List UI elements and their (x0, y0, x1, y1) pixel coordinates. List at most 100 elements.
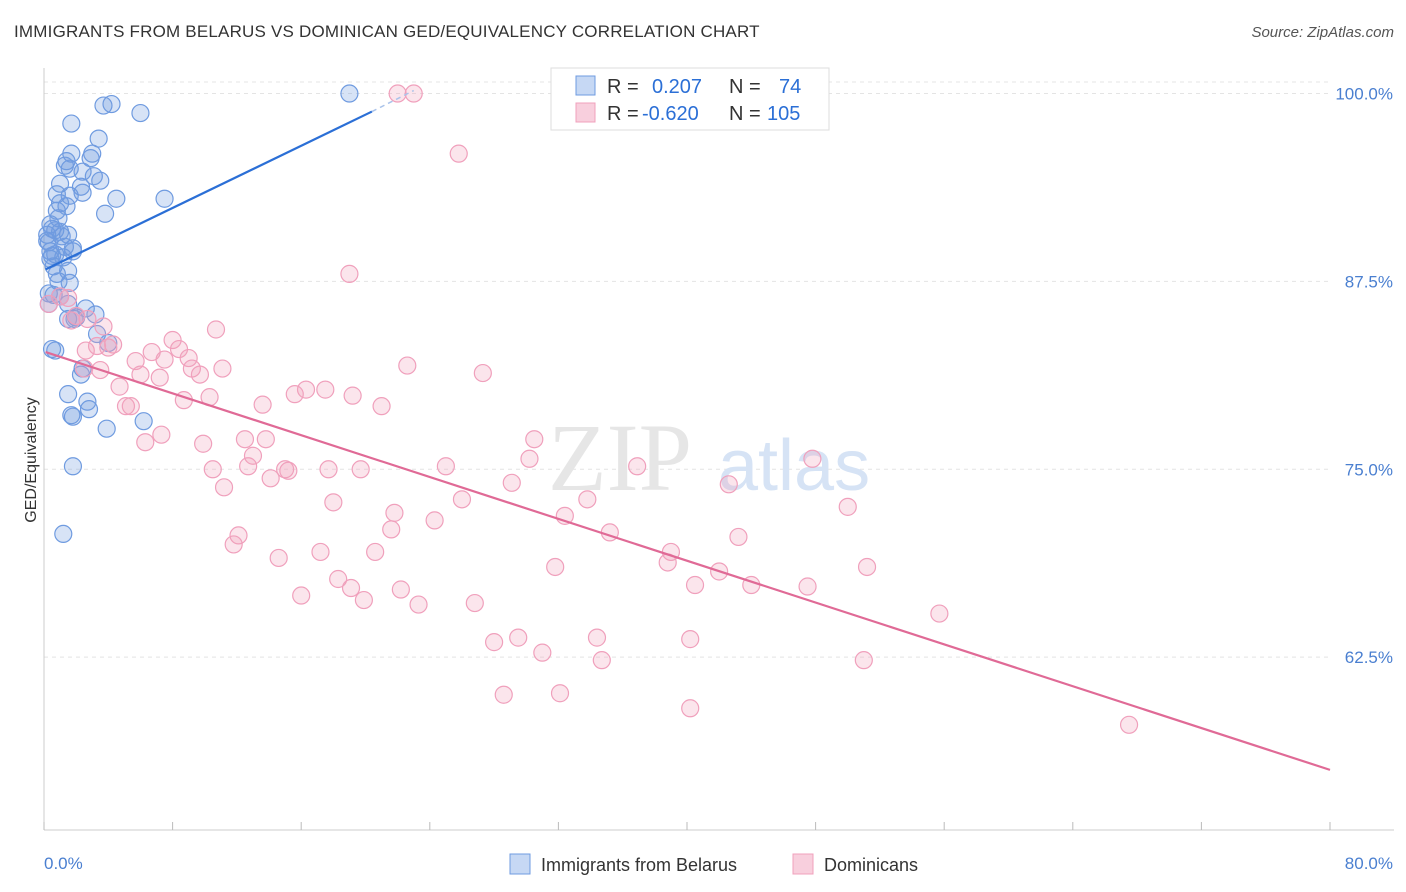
belarus-point-72 (78, 392, 97, 411)
dominican-point-59 (502, 473, 521, 492)
dominican-point-28 (190, 365, 210, 384)
dominican-point-15 (99, 338, 118, 357)
belarus-trend-line (45, 110, 373, 271)
dominican-point-79 (857, 557, 877, 577)
dominican-point-57 (261, 469, 280, 488)
dominican-point-74 (311, 542, 330, 562)
dominican-point-86 (391, 580, 410, 599)
dominican-point-67 (425, 511, 444, 530)
dominican-trend-line (45, 350, 1331, 771)
belarus-point-67 (42, 246, 62, 265)
dominican-point-19 (155, 350, 174, 369)
dominican-point-72 (224, 535, 243, 554)
dominican-point-92 (509, 628, 528, 647)
belarus-point-5 (89, 129, 108, 148)
dominican-point-63 (324, 493, 343, 512)
dominican-point-88 (354, 590, 373, 610)
dominican-point-40 (152, 425, 171, 444)
legend-n-label-dominicans: N = (729, 103, 761, 125)
series-label-belarus: Immigrants from Belarus (541, 855, 737, 875)
dominican-point-52 (319, 460, 338, 479)
dominican-point-104 (94, 317, 113, 336)
dominican-point-61 (452, 490, 472, 509)
belarus-point-73 (57, 197, 76, 216)
belarus-point-15 (50, 174, 70, 193)
dominican-point-31 (316, 380, 335, 399)
belarus-point-43 (60, 273, 79, 293)
dominican-point-87 (292, 586, 311, 605)
legend-n-label-belarus: N = (729, 76, 761, 98)
dominican-point-41 (136, 433, 155, 452)
dominican-point-9 (62, 311, 81, 330)
dominican-point-78 (546, 557, 565, 577)
dominican-point-56 (203, 460, 222, 479)
dominican-point-76 (269, 548, 288, 568)
dominican-point-20 (126, 351, 145, 371)
belarus-point-24 (95, 204, 115, 223)
dominican-point-62 (578, 490, 597, 509)
dominican-point-49 (239, 457, 258, 476)
dominican-point-97 (592, 651, 611, 670)
belarus-point-21 (155, 189, 174, 208)
axes (43, 68, 1394, 831)
dominican-point-60 (719, 475, 738, 494)
dominican-point-3 (340, 264, 359, 283)
dominican-point-37 (121, 397, 140, 416)
dominican-point-25 (473, 363, 492, 383)
belarus-point-62 (134, 412, 153, 431)
dominican-point-94 (587, 628, 607, 647)
belarus-point-20 (107, 189, 126, 208)
dominican-point-45 (194, 434, 213, 453)
y-tick-labels: 62.5% 75.0% 87.5% 100.0% (1335, 85, 1393, 668)
belarus-point-4 (62, 114, 81, 133)
belarus-point-14 (91, 171, 110, 190)
legend-r-label-belarus: R = (607, 76, 639, 98)
dominican-point-6 (59, 288, 78, 308)
dominican-point-2 (449, 144, 468, 163)
dominican-point-101 (681, 699, 700, 718)
dominican-point-17 (76, 341, 95, 360)
dominican-point-1 (404, 84, 423, 103)
dominican-point-65 (385, 503, 404, 522)
dominican-point-27 (150, 368, 169, 387)
dominican-point-70 (229, 526, 248, 545)
dominican-point-58 (214, 478, 234, 497)
y-tick-label-3: 100.0% (1335, 85, 1393, 104)
dominican-point-84 (798, 577, 817, 596)
dominican-point-98 (854, 651, 873, 670)
dominican-point-96 (533, 643, 552, 662)
dominican-point-39 (372, 397, 391, 416)
dominican-point-55 (628, 457, 647, 476)
belarus-point-63 (97, 419, 116, 438)
x-tick-labels: 0.0% 80.0% (44, 854, 1393, 873)
dominican-point-48 (803, 449, 822, 468)
watermark: ZIP atlas (548, 404, 870, 511)
dominican-point-46 (520, 449, 539, 468)
y-tick-label-2: 87.5% (1345, 272, 1393, 291)
legend-n-value-belarus: 74 (779, 76, 801, 98)
dominican-point-99 (494, 685, 513, 704)
dominican-point-33 (343, 386, 362, 405)
y-tick-label-0: 62.5% (1345, 648, 1393, 667)
belarus-point-59 (79, 400, 99, 419)
belarus-point-2 (94, 96, 113, 115)
watermark-zip: ZIP (548, 404, 692, 511)
dominican-point-102 (1119, 715, 1139, 734)
dominican-point-13 (163, 330, 182, 350)
source-label: Source: ZipAtlas.com (1251, 24, 1394, 41)
belarus-trend-extension (371, 89, 415, 113)
dominican-point-81 (329, 569, 348, 589)
dominican-point-43 (256, 430, 275, 449)
dominican-point-54 (436, 457, 455, 476)
legend-swatch-dominicans (575, 102, 596, 123)
series-swatch-dominicans (792, 853, 814, 875)
dominican-point-68 (382, 520, 401, 539)
legend-r-value-dominicans: -0.620 (642, 103, 699, 125)
series-label-dominicans: Dominicans (824, 855, 918, 875)
belarus-point-3 (131, 103, 150, 123)
dominican-point-85 (341, 578, 361, 598)
belarus-point-64 (63, 457, 83, 476)
dominican-point-89 (409, 595, 428, 614)
legend-box (550, 67, 830, 131)
correlation-legend: R = 0.207 N = 74 R = -0.620 N = 105 (550, 67, 830, 131)
